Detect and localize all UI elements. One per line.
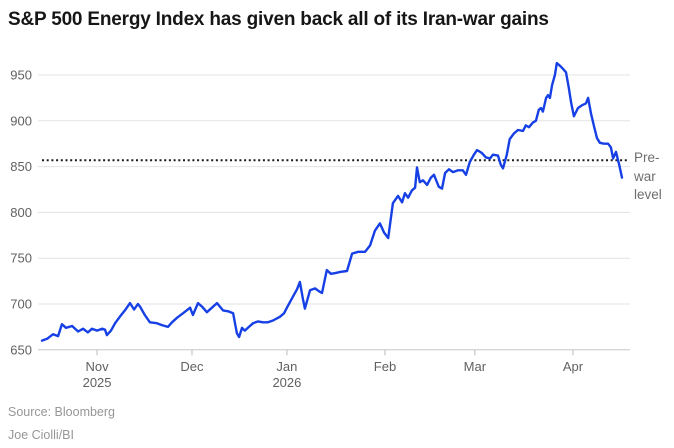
x-axis-label-Dec: Dec: [180, 359, 204, 374]
author-byline: Joe Ciolli/BI: [8, 428, 74, 442]
chart-title: S&P 500 Energy Index has given back all …: [8, 9, 549, 30]
source-credit: Source: Bloomberg: [8, 405, 116, 419]
x-axis-label-Apr: Apr: [563, 359, 584, 374]
y-axis-label-850: 850: [10, 159, 32, 174]
x-axis-label-Mar: Mar: [464, 359, 487, 374]
x-axis-year-2026: 2026: [272, 375, 301, 390]
x-axis-label-Jan: Jan: [276, 359, 297, 374]
energy-index-line: [40, 61, 624, 342]
y-axis-label-800: 800: [10, 205, 32, 220]
y-axis-label-900: 900: [10, 113, 32, 128]
y-axis-label-700: 700: [10, 297, 32, 312]
x-axis-year-2025: 2025: [83, 375, 112, 390]
x-axis-label-Nov: Nov: [85, 359, 109, 374]
y-axis-label-750: 750: [10, 251, 32, 266]
y-axis-label-950: 950: [10, 68, 32, 83]
x-axis-label-Feb: Feb: [374, 359, 396, 374]
pre-war-level-annotation: Pre- war level: [634, 150, 662, 202]
y-axis-label-650: 650: [10, 342, 32, 357]
